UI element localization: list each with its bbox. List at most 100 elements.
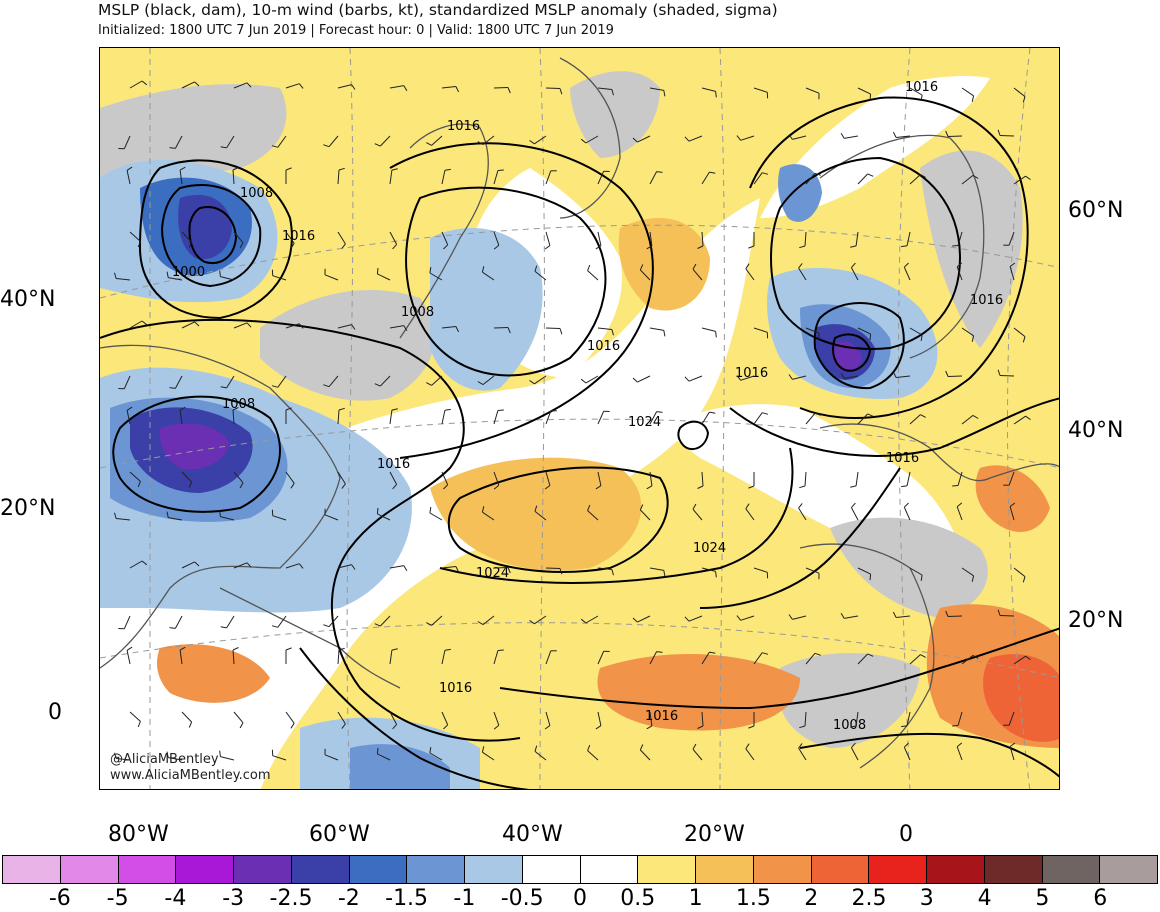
- wind-barb-flag: [141, 80, 148, 86]
- wind-barb: [857, 653, 869, 665]
- wind-barb-flag: [444, 648, 451, 651]
- wind-barb-flag: [271, 625, 278, 628]
- wind-barb-flag: [481, 746, 485, 753]
- wind-barb: [174, 135, 183, 149]
- wind-barb: [285, 231, 295, 244]
- wind-barb-flag: [697, 245, 704, 249]
- colorbar-tick-label: 0.5: [620, 886, 656, 911]
- wind-barb: [441, 170, 446, 185]
- wind-barb-flag: [595, 725, 602, 730]
- wind-barb: [587, 750, 599, 761]
- wind-barb-flag: [443, 484, 449, 490]
- wind-barb: [389, 170, 393, 185]
- wind-barb-flag: [799, 485, 806, 489]
- wind-barb: [587, 270, 599, 281]
- wind-barb-flag: [529, 139, 535, 145]
- wind-barb: [545, 567, 561, 569]
- wind-barb-flag: [869, 574, 872, 581]
- wind-barb: [1008, 471, 1015, 486]
- wind-barb-flag: [507, 87, 511, 94]
- wind-barb-flag: [762, 652, 769, 655]
- wind-barb-flag: [798, 503, 803, 509]
- wind-barb: [129, 560, 143, 569]
- wind-barb-flag: [1009, 502, 1016, 507]
- wind-barb-flag: [534, 505, 538, 512]
- wind-barb: [441, 471, 449, 486]
- wind-barb: [903, 746, 911, 761]
- wind-barb: [896, 135, 911, 138]
- wind-barb-flag: [646, 725, 653, 730]
- wind-barb: [844, 615, 859, 619]
- wind-barb: [441, 231, 449, 246]
- wind-barb-flag: [166, 751, 169, 758]
- wind-barb-flag: [429, 267, 432, 274]
- wind-barb-flag: [403, 85, 408, 91]
- isobar-label-group: 1016 1008 1016 1000 1016 1008 1016 1008 …: [172, 80, 1003, 733]
- anomaly-blue-region: [430, 228, 543, 391]
- isobar-label: 1000: [172, 265, 205, 280]
- wind-barb: [740, 135, 755, 141]
- wind-barb-flag: [869, 334, 872, 341]
- wind-barb: [482, 375, 495, 385]
- wind-barb-flag: [892, 611, 897, 618]
- wind-barb-flag: [1022, 576, 1026, 583]
- wind-barb: [855, 711, 859, 726]
- wind-barb: [277, 135, 287, 148]
- isobar-label: 1008: [401, 305, 434, 320]
- wind-barb: [116, 518, 131, 521]
- wind-barb: [123, 135, 131, 150]
- wind-barb: [855, 231, 859, 246]
- wind-barb: [745, 748, 755, 761]
- wind-barb-flag: [788, 134, 793, 140]
- colorbar-segment: [638, 856, 696, 883]
- wind-barb-flag: [219, 270, 221, 277]
- wind-barb-flag: [403, 325, 408, 331]
- wind-barb-flag: [114, 752, 117, 759]
- wind-barb-flag: [956, 742, 963, 748]
- wind-barb: [337, 169, 340, 185]
- colorbar-segment: [407, 856, 465, 883]
- wind-barb: [753, 412, 763, 425]
- colorbar-segment: [580, 856, 639, 883]
- colorbar-tick-label: 5: [1035, 886, 1050, 911]
- wind-barb: [337, 409, 340, 425]
- wind-barb: [429, 272, 443, 281]
- wind-barb: [906, 471, 911, 486]
- colorbar-segment: [696, 856, 754, 883]
- wind-barb-flag: [997, 369, 1001, 376]
- wind-barb: [649, 231, 653, 246]
- wind-barb-flag: [663, 330, 666, 337]
- wind-barb: [585, 615, 599, 624]
- wind-barb-flag: [709, 651, 716, 654]
- wind-barb: [692, 508, 703, 521]
- wind-barb-flag: [920, 654, 926, 658]
- wind-barb: [220, 516, 235, 521]
- wind-barb-flag: [736, 375, 742, 381]
- wind-barb: [441, 711, 449, 726]
- wind-barb: [493, 170, 499, 185]
- wind-barb: [337, 711, 346, 725]
- wind-barb-flag: [920, 174, 926, 178]
- wind-barb-flag: [290, 483, 295, 489]
- wind-barb: [909, 654, 921, 665]
- wind-barb-flag: [997, 129, 1001, 136]
- anomaly-orange-region: [618, 218, 710, 311]
- wind-barb-flag: [188, 481, 193, 488]
- wind-barb-flag: [137, 241, 141, 248]
- wind-barb-flag: [972, 414, 979, 419]
- wind-barb: [126, 170, 131, 185]
- wind-barb: [328, 135, 339, 148]
- wind-barb: [285, 563, 300, 569]
- wind-barb-flag: [1025, 655, 1031, 661]
- wind-barb: [534, 375, 547, 385]
- wind-barb: [956, 746, 963, 761]
- wind-barb: [597, 410, 605, 425]
- wind-barb-flag: [580, 618, 587, 624]
- wind-barb-flag: [901, 245, 908, 248]
- wind-barb: [1013, 327, 1026, 337]
- wind-barb-flag: [285, 407, 292, 411]
- wind-barb-flag: [851, 262, 856, 268]
- wind-barb-flag: [840, 373, 845, 379]
- wind-barb: [597, 471, 602, 486]
- wind-barb: [649, 87, 664, 91]
